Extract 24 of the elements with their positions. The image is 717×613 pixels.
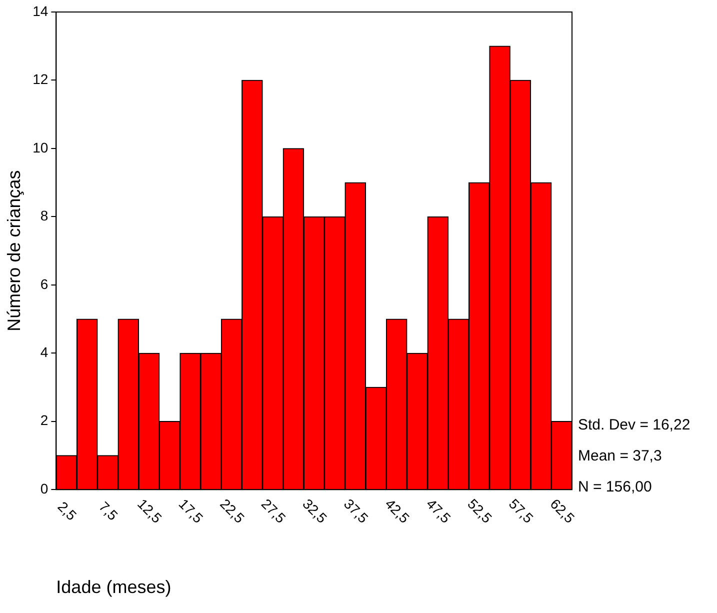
x-tick-label: 27,5 <box>258 496 290 526</box>
y-tick-label: 14 <box>32 2 48 19</box>
text: Std. Dev = 16,22 <box>578 416 690 434</box>
x-tick-label: 37,5 <box>340 496 372 526</box>
x-tick-label: 2,5 <box>54 498 80 524</box>
y-tick-label: 12 <box>32 71 48 88</box>
text: Mean = 37,3 <box>578 448 662 465</box>
y-tick-label: 0 <box>40 480 48 496</box>
y-tick-label: 10 <box>32 139 48 156</box>
y-tick-label: 8 <box>40 208 48 224</box>
y-axis-title: Número de crianças <box>4 170 24 332</box>
x-tick-label: 47,5 <box>423 496 454 526</box>
y-tick-label: 6 <box>40 276 48 292</box>
x-tick-label: 12,5 <box>134 496 166 526</box>
x-tick-label: 22,5 <box>217 496 248 526</box>
x-tick-label: 32,5 <box>300 496 330 526</box>
y-tick-label: 4 <box>40 344 48 360</box>
x-tick-label: 17,5 <box>176 496 207 526</box>
x-tick-label: 62,5 <box>547 496 578 526</box>
y-tick-label: 2 <box>40 412 48 428</box>
x-tick-label: 42,5 <box>382 496 413 526</box>
text: N = 156,00 <box>578 478 652 496</box>
x-axis-title: Idade (meses) <box>56 577 172 598</box>
x-tick-label: 7,5 <box>96 498 122 524</box>
